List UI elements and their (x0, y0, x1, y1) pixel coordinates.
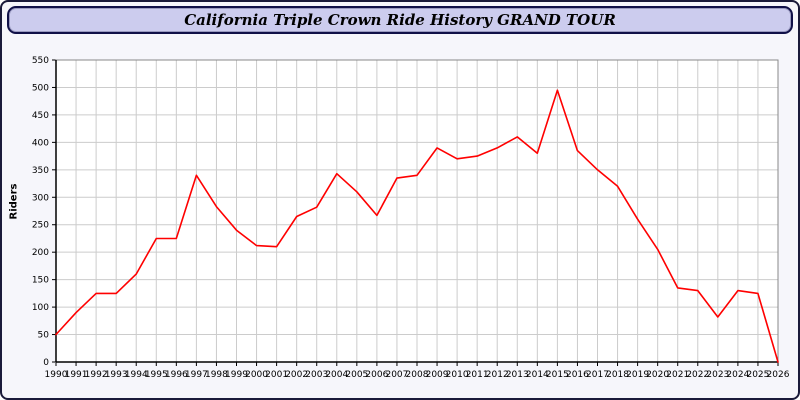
x-axis-tick-label: 1999 (225, 370, 248, 380)
x-axis-tick-label: 1996 (165, 370, 188, 380)
x-axis-tick-label: 2015 (546, 370, 569, 380)
x-axis-tick-label: 2005 (345, 370, 368, 380)
x-axis-tick-label: 2013 (506, 370, 529, 380)
x-axis-tick-label: 2007 (385, 370, 408, 380)
x-axis-tick-label: 2014 (526, 370, 549, 380)
x-axis-tick-label: 2016 (566, 370, 589, 380)
riders-line-chart: 1990199119921993199419951996199719981999… (32, 56, 790, 380)
x-axis-tick-label: 2018 (606, 370, 629, 380)
x-axis-tick-label: 2019 (626, 370, 649, 380)
y-axis-tick-label: 500 (32, 83, 49, 93)
x-axis-tick-label: 2011 (466, 370, 489, 380)
x-axis-tick-label: 1993 (105, 370, 128, 380)
y-axis-tick-label: 200 (32, 248, 49, 258)
x-axis-tick-label: 2012 (486, 370, 509, 380)
y-axis-tick-label: 450 (32, 111, 49, 121)
x-axis-tick-label: 2026 (767, 370, 790, 380)
x-axis-tick-label: 2002 (285, 370, 308, 380)
x-axis-tick-label: 2024 (726, 370, 749, 380)
x-axis-tick-label: 2009 (426, 370, 449, 380)
x-axis-tick-label: 2017 (586, 370, 609, 380)
chart-panel: Riders 1990 1991 1992 1993 1994 1995 1996 1997 1… (8, 46, 790, 392)
series-line-riders (55, 89, 779, 363)
x-axis-tick-label: 2021 (666, 370, 689, 380)
y-axis-tick-label: 100 (32, 303, 49, 313)
x-axis-tick-label: 2025 (746, 370, 769, 380)
y-axis-tick-label: 0 (43, 358, 49, 368)
x-axis-tick-label: 1991 (65, 370, 88, 380)
x-axis-tick-label: 1998 (205, 370, 228, 380)
y-axis-tick-label: 400 (32, 138, 49, 148)
y-axis-label: Riders (8, 183, 20, 220)
x-axis-tick-label: 1995 (145, 370, 168, 380)
x-axis-tick-label: 2004 (325, 370, 348, 380)
x-axis-tick-label: 2010 (446, 370, 469, 380)
x-axis-tick-label: 2023 (706, 370, 729, 380)
x-axis-tick-label: 2003 (305, 370, 328, 380)
x-axis-tick-label: 1990 (45, 370, 68, 380)
y-axis-tick-label: 250 (32, 221, 49, 231)
x-axis-tick-label: 2001 (265, 370, 288, 380)
x-axis-tick-label: 1994 (125, 370, 148, 380)
y-axis-tick-label: 150 (32, 276, 49, 286)
x-axis-tick-label: 2000 (245, 370, 268, 380)
x-axis-tick-label: 1997 (185, 370, 208, 380)
x-axis-tick-label: 2020 (646, 370, 669, 380)
x-axis-tick-label: 1992 (85, 370, 108, 380)
y-axis-tick-label: 50 (38, 331, 50, 341)
x-axis-tick-label: 2008 (406, 370, 429, 380)
chart-title: California Triple Crown Ride History GRA… (184, 11, 616, 29)
y-axis-tick-label: 300 (32, 193, 49, 203)
x-axis-tick-label: 2006 (365, 370, 388, 380)
chart-title-bar: California Triple Crown Ride History GRA… (7, 6, 793, 34)
y-axis-tick-label: 550 (32, 56, 49, 66)
y-axis-tick-label: 350 (32, 166, 49, 176)
x-axis-tick-label: 2022 (686, 370, 709, 380)
